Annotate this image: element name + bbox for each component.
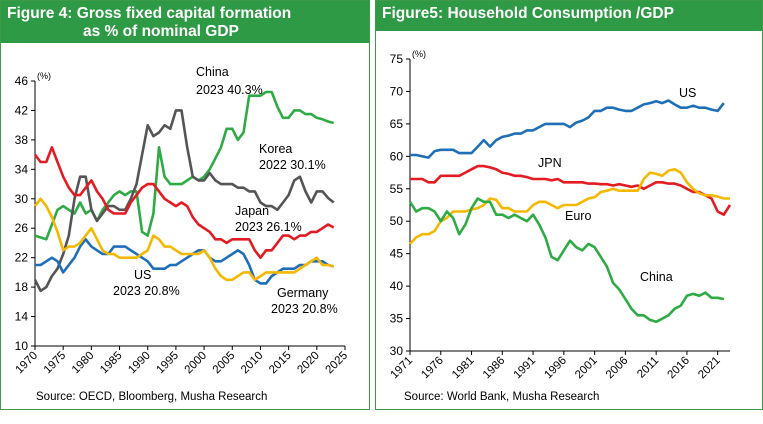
fig4-x-tick-label: 1980: [70, 350, 97, 377]
fig4-x-tick-label: 1970: [14, 350, 41, 377]
fig4-x-tick-label: 1990: [126, 350, 153, 377]
figure4-panel: Figure 4: Gross fixed capital formation …: [0, 0, 370, 410]
fig4-x-tick-label: 2005: [211, 350, 238, 377]
fig4-x-tick-label: 2015: [267, 350, 294, 377]
fig5-x-tick-label: 2006: [604, 355, 631, 382]
fig5-series-euro: [409, 168, 730, 245]
fig5-x-tick-label: 1986: [481, 355, 508, 382]
fig5-y-tick-label: 55: [390, 182, 404, 196]
fig4-series-germany: [33, 197, 335, 282]
annotation-china-value: 2023 40.3%: [196, 83, 263, 97]
fig4-y-tick-label: 10: [15, 339, 29, 353]
fig5-x-tick-label: 2011: [635, 355, 661, 381]
fig4-series-us: [35, 238, 335, 285]
fig4-y-tick-label: 42: [15, 103, 29, 117]
fig4-y-tick-label: 22: [15, 251, 29, 265]
fig5-y-tick-label: 35: [390, 312, 404, 326]
fig5-y-tick-label: 50: [390, 214, 404, 228]
fig4-x-tick-label: 2025: [324, 350, 351, 377]
fig5-y-tick-label: 75: [390, 52, 404, 66]
fig5-x-tick-label: 2001: [573, 355, 600, 382]
fig4-series-korea: [33, 109, 335, 293]
annotation-china-name: China: [196, 65, 229, 79]
series-label-jpn: JPN: [538, 156, 562, 170]
series-label-china: China: [640, 270, 673, 284]
annotation-korea-name: Korea: [259, 142, 292, 156]
fig5-x-tick-label: 2021: [696, 355, 723, 382]
figure4-source: Source: OECD, Bloomberg, Musha Research: [36, 391, 268, 403]
fig4-y-tick-label: 26: [15, 221, 29, 235]
annotation-japan-name: Japan: [235, 204, 269, 218]
fig5-x-tick-label: 2016: [665, 355, 692, 382]
annotation-germany-name: Germany: [277, 286, 329, 300]
fig5-x-tick-label: 1991: [512, 355, 539, 382]
fig5-y-tick-label: 30: [390, 344, 404, 358]
figure4-title-line2: as % of nominal GDP: [83, 23, 239, 40]
fig4-y-tick-label: 34: [15, 162, 29, 176]
fig5-x-tick-label: 1996: [542, 355, 569, 382]
figure4-header: Figure 4: Gross fixed capital formation …: [1, 1, 369, 43]
fig4-y-tick-label: 18: [15, 280, 29, 294]
annotation-germany-value: 2023 20.8%: [271, 302, 338, 316]
fig5-y-tick-label: 65: [390, 117, 404, 131]
fig4-series-japan: [33, 146, 335, 260]
fig5-y-tick-label: 70: [390, 84, 404, 98]
figure4-title-line1: Figure 4: Gross fixed capital formation: [7, 5, 292, 22]
fig5-x-tick-label: 1971: [389, 355, 416, 382]
fig4-x-tick-label: 2020: [295, 350, 322, 377]
fig5-y-tick-label: 40: [390, 279, 404, 293]
fig5-series-china: [408, 197, 725, 324]
fig4-y-tick-label: 30: [15, 192, 29, 206]
fig5-y-unit: (%): [412, 49, 426, 59]
series-label-us: US: [679, 86, 696, 100]
fig4-x-tick-label: 2000: [183, 350, 210, 377]
fig4-x-tick-label: 1985: [98, 350, 125, 377]
figure5-header: Figure5: Household Consumption /GDP: [376, 1, 762, 31]
fig4-y-tick-label: 46: [15, 74, 29, 88]
fig4-x-tick-label: 2010: [239, 350, 266, 377]
fig4-y-unit: (%): [37, 71, 51, 81]
fig5-series-us: [410, 99, 725, 159]
series-label-euro: Euro: [565, 209, 591, 223]
fig5-y-tick-label: 60: [390, 149, 404, 163]
annotation-japan-value: 2023 26.1%: [235, 220, 302, 234]
annotation-korea-value: 2022 30.1%: [259, 158, 326, 172]
fig5-x-tick-label: 1981: [450, 355, 477, 382]
figure5-title: Figure5: Household Consumption /GDP: [382, 5, 674, 22]
fig5-y-tick-label: 45: [390, 247, 404, 261]
fig4-y-tick-label: 14: [15, 310, 29, 324]
fig4-x-tick-label: 1975: [42, 350, 69, 377]
fig5-x-tick-label: 1976: [419, 355, 446, 382]
annotation-us-value: 2023 20.8%: [113, 284, 180, 298]
figure5-source: Source: World Bank, Musha Research: [404, 391, 600, 403]
fig5-series-jpn: [410, 164, 732, 216]
fig4-y-tick-label: 38: [15, 133, 29, 147]
fig4-x-tick-label: 1995: [154, 350, 181, 377]
figure5-panel: Figure5: Household Consumption /GDP 30 35…: [375, 0, 763, 410]
annotation-us-name: US: [134, 268, 151, 282]
